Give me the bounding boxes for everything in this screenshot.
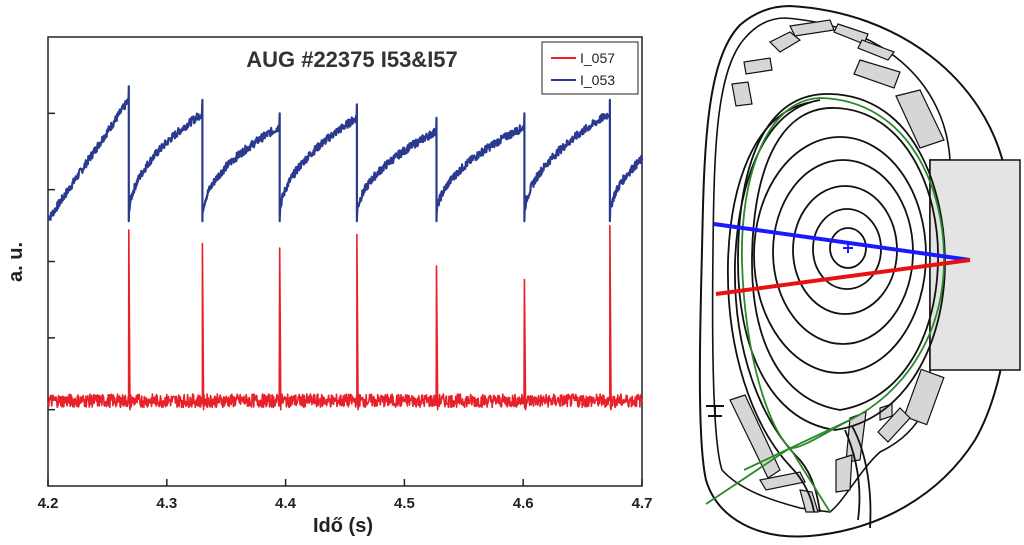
magnetic-axis-marker [843,243,853,253]
chart-title: AUG #22375 I53&I57 [246,47,458,72]
line-of-sight-i053 [713,222,971,262]
x-tick-label: 4.7 [632,495,653,512]
legend-entry-i057: I_057 [580,50,615,66]
x-axis-title: Idő (s) [313,515,373,537]
x-tick-label: 4.3 [156,495,177,512]
x-tick-label: 4.2 [38,495,59,512]
legend-box [541,41,639,95]
poloidal-cross-section [698,4,1021,538]
legend-entry-i053: I_053 [580,72,615,88]
plot-frame [47,36,643,487]
y-axis-title: a. u. [5,242,27,282]
x-tick-label: 4.4 [275,495,297,512]
lower-divertor [729,394,893,513]
x-tick-label: 4.5 [394,495,415,512]
outer-limiter [903,368,945,426]
series-line-i057 [47,224,643,411]
y-axis-ticks [48,112,55,411]
chart: 4.2 4.3 4.4 4.5 4.6 4.7 AUG #22375 I53&I57 Id… [5,36,653,537]
probe-icon [706,405,724,417]
upper-tiles [731,19,945,149]
separatrix [705,97,945,513]
x-tick-label: 4.6 [513,495,534,512]
legend: I_057 I_053 [541,41,639,95]
x-axis-ticks: 4.2 4.3 4.4 4.5 4.6 4.7 [38,479,653,512]
series-line-i053 [47,85,644,223]
lower-outer-tile [877,407,911,443]
line-of-sight-i057 [715,258,971,296]
first-wall [711,17,951,513]
